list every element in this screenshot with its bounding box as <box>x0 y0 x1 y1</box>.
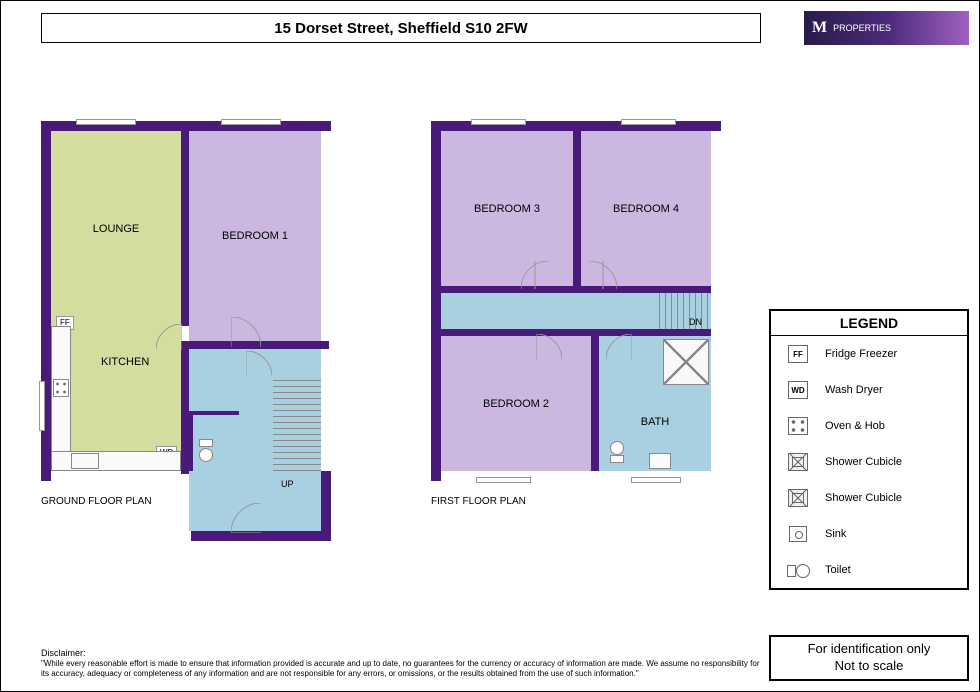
legend: LEGEND FF Fridge Freezer WD Wash Dryer O… <box>769 309 969 590</box>
up-label: UP <box>281 479 294 489</box>
dn-label: DN <box>689 317 702 327</box>
legend-row-shower2: Shower Cubicle <box>771 480 967 516</box>
stairs-ground <box>273 379 321 471</box>
legend-row-hob: Oven & Hob <box>771 408 967 444</box>
logo-text: PROPERTIES <box>833 23 891 33</box>
room-entry <box>201 481 321 531</box>
kitchen-label: KITCHEN <box>101 356 149 368</box>
window2 <box>221 119 281 125</box>
legend-row-ff: FF Fridge Freezer <box>771 336 967 372</box>
legend-row-sink: Sink <box>771 516 967 552</box>
hob <box>53 379 69 397</box>
toilet-icon <box>785 559 811 581</box>
lounge-label: LOUNGE <box>93 223 139 235</box>
title-bar: 15 Dorset Street, Sheffield S10 2FW <box>41 13 761 43</box>
toilet-ground <box>197 439 215 463</box>
ff-window4 <box>631 477 681 483</box>
ff-window1 <box>471 119 526 125</box>
legend-label-toilet: Toilet <box>825 564 851 576</box>
door-bath <box>606 334 632 360</box>
bedroom3-label: BEDROOM 3 <box>474 203 540 215</box>
room-bedroom3: BEDROOM 3 <box>441 131 573 286</box>
disclaimer: Disclaimer: "While every reasonable effo… <box>41 648 761 679</box>
door-b2 <box>536 334 562 360</box>
wd-icon: WD <box>785 379 811 401</box>
disclaimer-text: "While every reasonable effort is made t… <box>41 659 761 679</box>
legend-label-wd: Wash Dryer <box>825 384 883 396</box>
ff-window3 <box>476 477 531 483</box>
door-b3 <box>521 261 549 289</box>
legend-label-shower1: Shower Cubicle <box>825 456 902 468</box>
legend-label-shower2: Shower Cubicle <box>825 492 902 504</box>
legend-row-shower1: Shower Cubicle <box>771 444 967 480</box>
door-entry <box>231 503 261 533</box>
door-hall <box>246 351 272 377</box>
kitchen-counter <box>51 326 71 471</box>
ff-window2 <box>621 119 676 125</box>
logo: M PROPERTIES <box>804 11 969 45</box>
stairs-first <box>659 293 711 329</box>
legend-label-hob: Oven & Hob <box>825 420 885 432</box>
room-bedroom1: BEDROOM 1 <box>189 131 321 341</box>
bedroom1-label: BEDROOM 1 <box>222 230 288 242</box>
window1 <box>76 119 136 125</box>
kitchen-sink <box>71 453 99 469</box>
bath-sink <box>649 453 671 469</box>
scale-note: For identification only Not to scale <box>769 635 969 681</box>
first-floor: BEDROOM 3 BEDROOM 4 BEDROOM 2 BATH DN <box>431 121 731 491</box>
legend-label-ff: Fridge Freezer <box>825 348 897 360</box>
scale-line1: For identification only <box>771 641 967 658</box>
legend-title: LEGEND <box>771 311 967 336</box>
ff-icon: FF <box>785 343 811 365</box>
page-title: 15 Dorset Street, Sheffield S10 2FW <box>274 20 527 37</box>
door-b4 <box>589 261 617 289</box>
hob-icon <box>785 415 811 437</box>
disclaimer-label: Disclaimer: <box>41 648 761 659</box>
ground-floor: LOUNGE KITCHEN BEDROOM 1 FF WD UP <box>41 121 371 541</box>
shower-cubicle <box>663 339 709 385</box>
ground-floor-label: GROUND FLOOR PLAN <box>41 496 152 507</box>
toilet-bath <box>607 441 629 463</box>
room-bedroom2: BEDROOM 2 <box>441 336 591 471</box>
logo-letter: M <box>812 19 827 37</box>
first-floor-label: FIRST FLOOR PLAN <box>431 496 526 507</box>
shower-icon <box>785 451 811 473</box>
bath-label: BATH <box>641 416 670 428</box>
door-bed1 <box>231 317 261 347</box>
door-kitchen <box>156 324 182 350</box>
legend-label-sink: Sink <box>825 528 846 540</box>
shower-icon2 <box>785 487 811 509</box>
bedroom4-label: BEDROOM 4 <box>613 203 679 215</box>
sink-icon <box>785 523 811 545</box>
legend-row-toilet: Toilet <box>771 552 967 588</box>
scale-line2: Not to scale <box>771 658 967 675</box>
bedroom2-label: BEDROOM 2 <box>483 398 549 410</box>
room-lounge: LOUNGE <box>51 131 181 326</box>
legend-row-wd: WD Wash Dryer <box>771 372 967 408</box>
window3 <box>39 381 45 431</box>
